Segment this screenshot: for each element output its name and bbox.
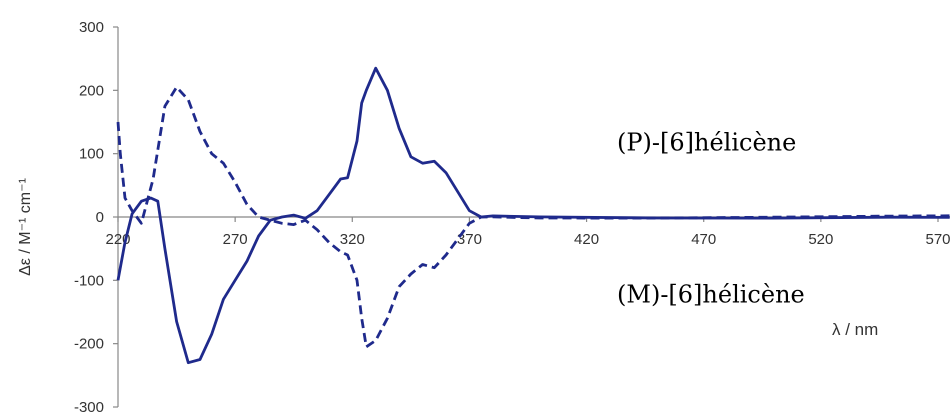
y-tick-label: 100 xyxy=(79,146,104,163)
y-axis-label: Δε / M⁻¹ cm⁻¹ xyxy=(17,178,34,276)
y-tick-label: 200 xyxy=(79,82,104,99)
y-tick-label: 0 xyxy=(96,209,104,226)
x-tick-label: 520 xyxy=(808,231,833,248)
series-lines xyxy=(116,66,950,365)
series-p-helicene-line xyxy=(116,66,950,365)
y-tick-label: -200 xyxy=(74,336,104,353)
y-tick-label: -300 xyxy=(74,399,104,416)
y-tick-label: -100 xyxy=(74,272,104,289)
annotation-p-helicene: (P)-[6]hélicène xyxy=(617,129,796,157)
x-axis-label: λ / nm xyxy=(832,320,878,339)
y-tick-label: 300 xyxy=(79,19,104,36)
x-tick-label: 470 xyxy=(691,231,716,248)
x-tick-label: 320 xyxy=(340,231,365,248)
y-tick-labels: 300 200 100 0 -100 -200 -300 xyxy=(74,19,118,416)
series-m-helicene-line xyxy=(116,85,950,349)
x-tick-label: 370 xyxy=(457,231,482,248)
x-tick-label: 420 xyxy=(574,231,599,248)
x-tick-labels: 220 270 320 370 420 470 520 570 xyxy=(105,217,951,248)
annotation-m-helicene: (M)-[6]hélicène xyxy=(617,281,805,309)
x-tick-label: 270 xyxy=(223,231,248,248)
x-tick-label: 570 xyxy=(925,231,950,248)
